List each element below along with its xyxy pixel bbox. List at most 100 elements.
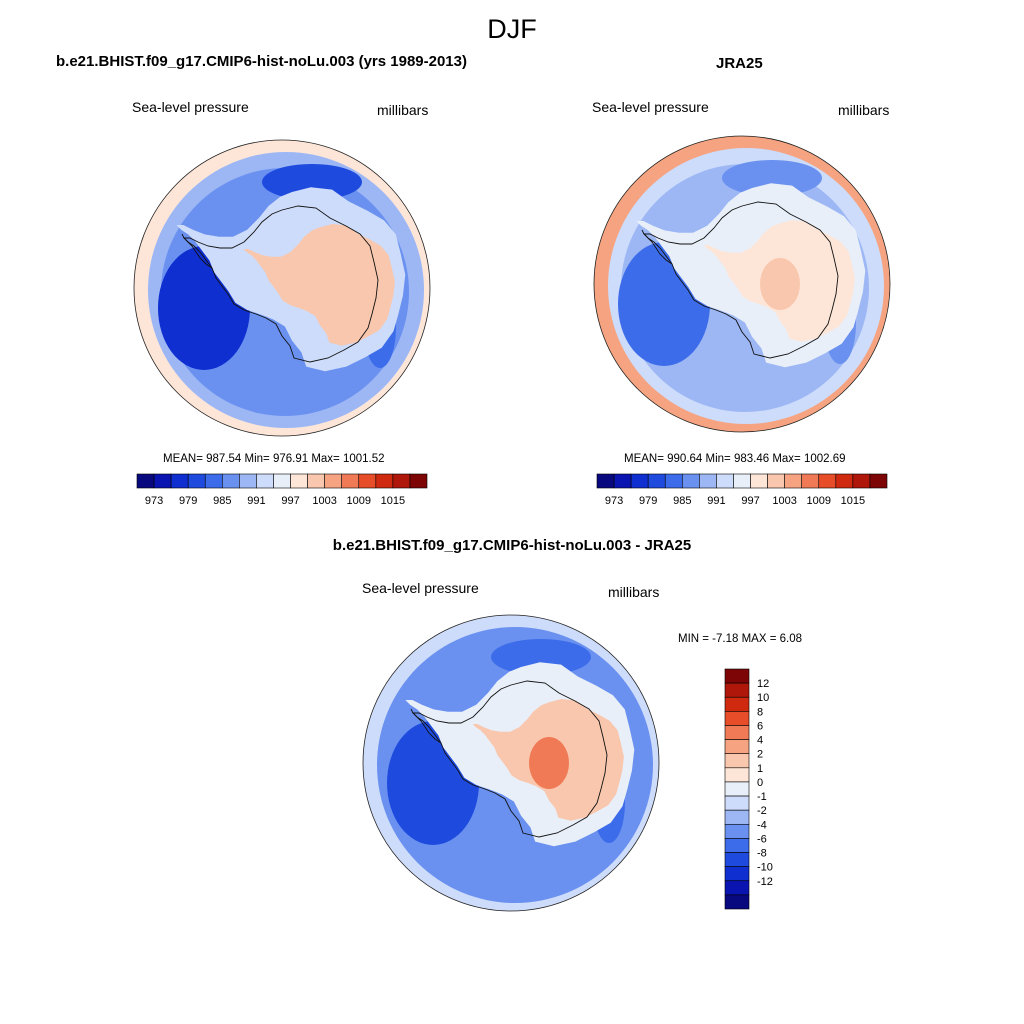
colorbar-tick-label: 0 [757,777,763,789]
colorbar-box [724,809,750,825]
colorbar-tick-label: -12 [757,876,773,888]
map-border [362,614,660,912]
colorbar-box [256,473,274,489]
colorbar-box [136,473,155,489]
colorbar-box [647,473,666,489]
peninsula-coastline [181,233,213,269]
colorbar-box [664,473,683,489]
colorbar-box [869,473,888,489]
diff-stats: MIN = -7.18 MAX = 6.08 [678,633,803,645]
obs-units-label: millibars [838,102,890,118]
antarctica-coastline [411,680,608,838]
obs-colorbar: 973 979 985 991 997 1003 1009 1015 [596,473,888,507]
colorbar-tick-label: -1 [757,791,767,803]
colorbar-box [341,473,360,489]
colorbar-box [392,473,411,489]
page-title: DJF [487,14,537,44]
colorbar-box [307,473,325,489]
colorbar-tick-label: 1003 [772,495,796,507]
colorbar-tick-label: 985 [213,495,231,507]
model-field-label: Sea-level pressure [132,99,249,115]
colorbar-tick-label: 1009 [807,495,831,507]
colorbar-tick-label: -8 [757,848,767,860]
colorbar-box [239,473,257,489]
colorbar-box [724,711,750,726]
colorbar-box [170,473,189,489]
obs-slp-map [593,135,891,433]
colorbar-tick-label: -10 [757,862,773,874]
colorbar-box [733,473,751,489]
diff-slp-map [362,614,660,912]
colorbar-box [724,696,750,712]
colorbar-tick-label: 8 [757,706,763,718]
pressure-low-2 [722,160,822,196]
colorbar-box [724,739,750,755]
colorbar-box [290,473,308,489]
colorbar-tick-label: 973 [605,495,623,507]
colorbar-box [724,753,750,769]
colorbar-box [358,473,377,489]
colorbar-tick-label: 997 [741,495,759,507]
interior-peak [760,258,800,310]
colorbar-tick-label: 1009 [347,495,371,507]
antarctica-coastline [642,201,839,359]
colorbar-box [724,880,750,896]
peninsula-coastline [641,229,673,265]
colorbar-tick-label: 1 [757,763,763,775]
colorbar-box [724,852,750,867]
colorbar-box [716,473,734,489]
colorbar-tick-label: 1015 [381,495,405,507]
diff-units-label: millibars [608,584,660,600]
map-border [593,135,891,433]
colorbar-tick-label: 973 [145,495,163,507]
pressure-low-2 [491,639,591,675]
colorbar-box [724,795,750,811]
colorbar-box [724,894,750,910]
colorbar-box [724,725,750,740]
colorbar-tick-label: -4 [757,819,767,831]
colorbar-tick-label: 991 [707,495,725,507]
colorbar-box [273,473,291,489]
colorbar-tick-label: 979 [179,495,197,507]
colorbar-box [724,866,750,882]
colorbar-box [153,473,172,489]
colorbar-tick-label: 991 [247,495,265,507]
model-stats: MEAN= 987.54 Min= 976.91 Max= 1001.52 [163,453,385,465]
colorbar-box [187,473,206,489]
colorbar-tick-label: 2 [757,749,763,761]
diff-panel-title: b.e21.BHIST.f09_g17.CMIP6-hist-noLu.003 … [332,537,692,554]
colorbar-tick-label: 1003 [312,495,336,507]
colorbar-box [724,668,750,684]
colorbar-box [835,473,854,489]
colorbar-box [784,473,803,489]
colorbar-tick-label: 985 [673,495,691,507]
colorbar-box [409,473,428,489]
antarctica-coastline [182,205,379,363]
colorbar-box [724,682,750,698]
colorbar-tick-label: 979 [639,495,657,507]
colorbar-tick-label: 6 [757,720,763,732]
colorbar-tick-label: 1015 [841,495,865,507]
diff-field-label: Sea-level pressure [362,580,479,596]
model-units-label: millibars [377,102,429,118]
colorbar-box [852,473,871,489]
model-slp-map [133,139,431,437]
colorbar-box [630,473,649,489]
pressure-low-2 [262,164,362,200]
colorbar-box [204,473,223,489]
colorbar-box [724,781,750,797]
colorbar-tick-label: 12 [757,678,769,690]
map-border [133,139,431,437]
colorbar-box [324,473,343,489]
colorbar-box [221,473,240,489]
interior-peak [529,737,569,789]
obs-field-label: Sea-level pressure [592,99,709,115]
colorbar-box [724,767,750,783]
colorbar-box [699,473,717,489]
colorbar-box [596,473,615,489]
model-colorbar: 973 979 985 991 997 1003 1009 1015 [136,473,428,507]
colorbar-tick-label: -2 [757,805,767,817]
colorbar-box [750,473,768,489]
colorbar-box [801,473,820,489]
